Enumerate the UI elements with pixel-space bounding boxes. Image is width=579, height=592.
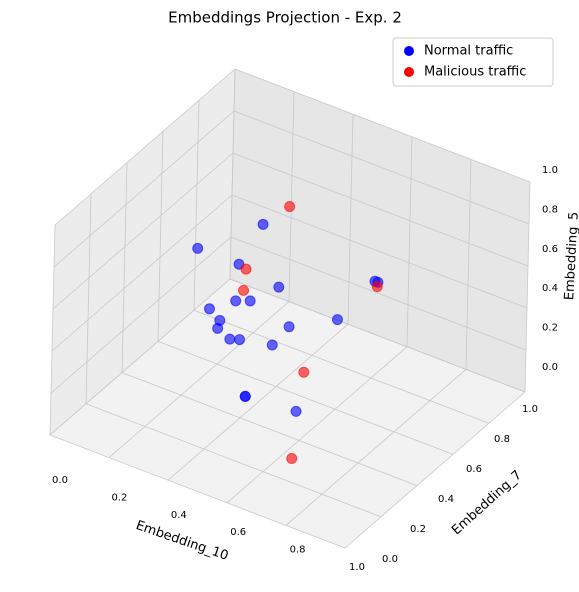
grid-line: [121, 162, 128, 373]
y-tick-label: 0.8: [494, 434, 510, 445]
grid-line: [54, 68, 236, 226]
y-tick-label: 0.0: [382, 554, 398, 565]
grid-line: [85, 193, 92, 404]
grid-line: [85, 403, 382, 518]
grid-line: [285, 369, 467, 526]
point: [257, 218, 269, 230]
legend-label: Malicious traffic: [424, 65, 526, 80]
point: [290, 405, 302, 417]
y-tick-label: 1.0: [522, 404, 538, 415]
legend: Normal traffic Malicious traffic: [392, 37, 554, 87]
grid: [49, 68, 531, 549]
point: [244, 295, 256, 307]
grid-line: [347, 114, 354, 325]
grid-line: [465, 159, 472, 370]
pane-right: [230, 69, 530, 392]
grid-line: [49, 434, 346, 549]
grid-line: [406, 136, 413, 347]
grid-line: [288, 91, 295, 302]
grid-line: [108, 301, 290, 458]
point: [298, 366, 310, 378]
point: [204, 303, 215, 315]
y-tick-label: 0.6: [466, 464, 482, 475]
grid-line: [234, 68, 531, 183]
grid-line: [193, 309, 490, 424]
point: [230, 295, 242, 307]
pane-bottom: [50, 279, 525, 548]
panes: [50, 69, 530, 548]
grid-line: [121, 372, 418, 486]
point: [192, 242, 204, 254]
x-tick-label: 0.6: [230, 527, 246, 538]
x-tick-label: 0.8: [290, 545, 306, 556]
legend-box: [392, 37, 554, 87]
grid-line: [49, 278, 231, 436]
x-tick-label: 0.2: [111, 492, 127, 503]
y-tick-label: 0.4: [438, 494, 454, 505]
x-tick-label: 0.4: [171, 510, 187, 521]
legend-label: Normal traffic: [424, 44, 513, 59]
point: [371, 281, 383, 293]
grid-line: [233, 110, 530, 225]
grid-line: [49, 224, 56, 436]
grid-line: [344, 391, 526, 549]
grid-line: [157, 131, 164, 342]
point: [273, 281, 285, 293]
grid-line: [51, 194, 233, 352]
point: [286, 453, 298, 465]
legend-marker: [404, 46, 414, 56]
z-tick-label: 0.2: [542, 323, 558, 334]
point: [283, 321, 295, 333]
point: [212, 322, 224, 334]
grid-line: [524, 181, 531, 393]
z-tick-label: 0.6: [542, 244, 558, 255]
point: [240, 263, 252, 275]
points: [192, 201, 384, 465]
grid-line: [232, 152, 529, 267]
point: [331, 314, 343, 326]
grid-line: [226, 346, 408, 504]
grid-line: [50, 236, 232, 394]
point: [266, 339, 278, 351]
grid-line: [229, 68, 236, 280]
chart-title: Embeddings Projection - Exp. 2: [168, 9, 402, 27]
grid-line: [229, 278, 526, 393]
point: [234, 334, 246, 346]
x-axis-label: Embedding_10: [134, 518, 230, 564]
grid-line: [52, 152, 234, 310]
point: [284, 201, 296, 213]
pane-left: [50, 69, 235, 435]
point: [238, 284, 250, 296]
grid-line: [231, 194, 528, 309]
x-tick-label: 1.0: [349, 562, 365, 573]
grid-line: [230, 236, 527, 351]
z-tick-label: 0.8: [542, 204, 558, 215]
y-tick-label: 0.2: [410, 524, 426, 535]
legend-marker: [404, 67, 414, 77]
point: [224, 333, 236, 345]
grid-line: [53, 110, 235, 268]
point: [239, 390, 251, 402]
grid-line: [157, 341, 454, 455]
grid-line: [193, 100, 200, 311]
z-tick-label: 0.4: [542, 283, 558, 294]
z-tick-label: 0.0: [542, 362, 558, 373]
z-axis-label: Embedding_5: [562, 211, 579, 300]
x-tick-label: 0.0: [52, 475, 68, 486]
grid-line: [167, 323, 349, 481]
z-tick-label: 1.0: [542, 165, 558, 176]
y-axis-label: Embedding_7: [449, 468, 525, 538]
